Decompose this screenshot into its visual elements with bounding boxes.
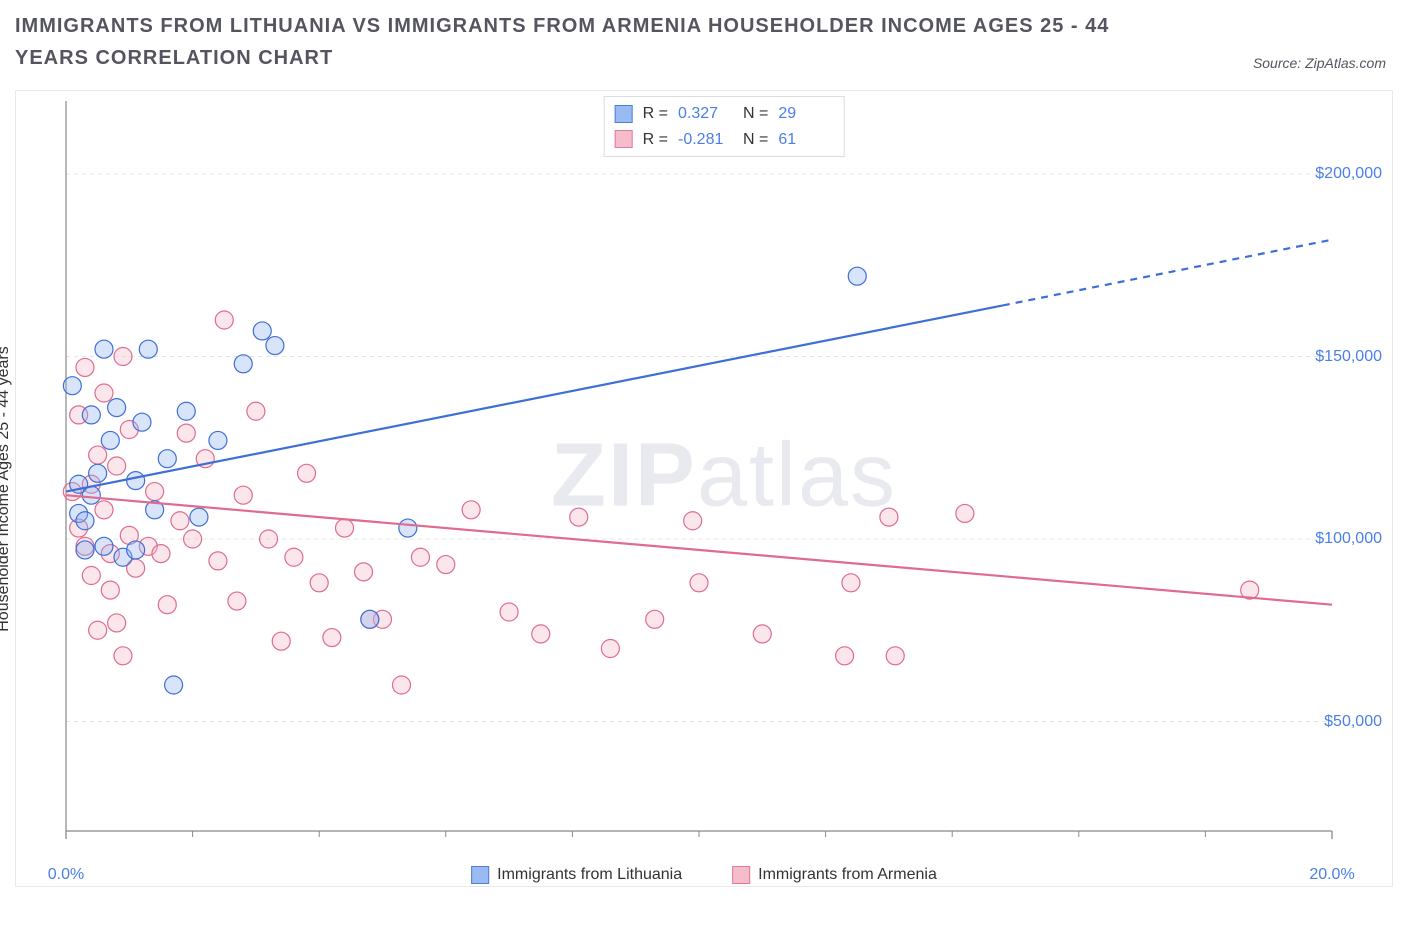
legend-label: Immigrants from Lithuania — [497, 866, 682, 884]
r-value: 0.327 — [678, 101, 733, 127]
chart-title: IMMIGRANTS FROM LITHUANIA VS IMMIGRANTS … — [15, 10, 1115, 74]
r-label: R = — [643, 127, 668, 153]
y-tick-label: $50,000 — [1324, 713, 1382, 731]
legend-label: Immigrants from Armenia — [758, 866, 937, 884]
n-value: 61 — [778, 127, 833, 153]
y-axis-label: Householder Income Ages 25 - 44 years — [0, 346, 13, 632]
source-attribution: Source: ZipAtlas.com — [1253, 55, 1386, 71]
legend-swatch-icon — [732, 866, 750, 884]
correlation-legend: R = 0.327 N = 29 R = -0.281 N = 61 — [604, 96, 845, 157]
legend-item-lithuania: Immigrants from Lithuania — [471, 866, 682, 884]
n-label: N = — [743, 127, 768, 153]
legend-swatch-icon — [615, 130, 633, 148]
x-tick-label: 0.0% — [48, 866, 84, 884]
series-legend: Immigrants from Lithuania Immigrants from… — [471, 866, 937, 884]
y-tick-label: $100,000 — [1315, 530, 1382, 548]
plot-area: ZIPatlas R =0.327N =29R =-0.281N =61 — [56, 91, 1392, 861]
legend-swatch-icon — [615, 105, 633, 123]
n-value: 29 — [778, 101, 833, 127]
x-tick-label: 20.0% — [1309, 866, 1354, 884]
legend-item-armenia: Immigrants from Armenia — [732, 866, 937, 884]
y-tick-label: $200,000 — [1315, 165, 1382, 183]
chart-container: IMMIGRANTS FROM LITHUANIA VS IMMIGRANTS … — [0, 0, 1406, 930]
corr-row-armenia: R = -0.281 N = 61 — [615, 127, 834, 153]
corr-row-lithuania: R = 0.327 N = 29 — [615, 101, 834, 127]
r-value: -0.281 — [678, 127, 733, 153]
y-tick-label: $150,000 — [1315, 348, 1382, 366]
r-label: R = — [643, 101, 668, 127]
chart-frame: Householder Income Ages 25 - 44 years ZI… — [15, 90, 1393, 887]
scatter-svg — [56, 91, 1392, 861]
n-label: N = — [743, 101, 768, 127]
legend-swatch-icon — [471, 866, 489, 884]
